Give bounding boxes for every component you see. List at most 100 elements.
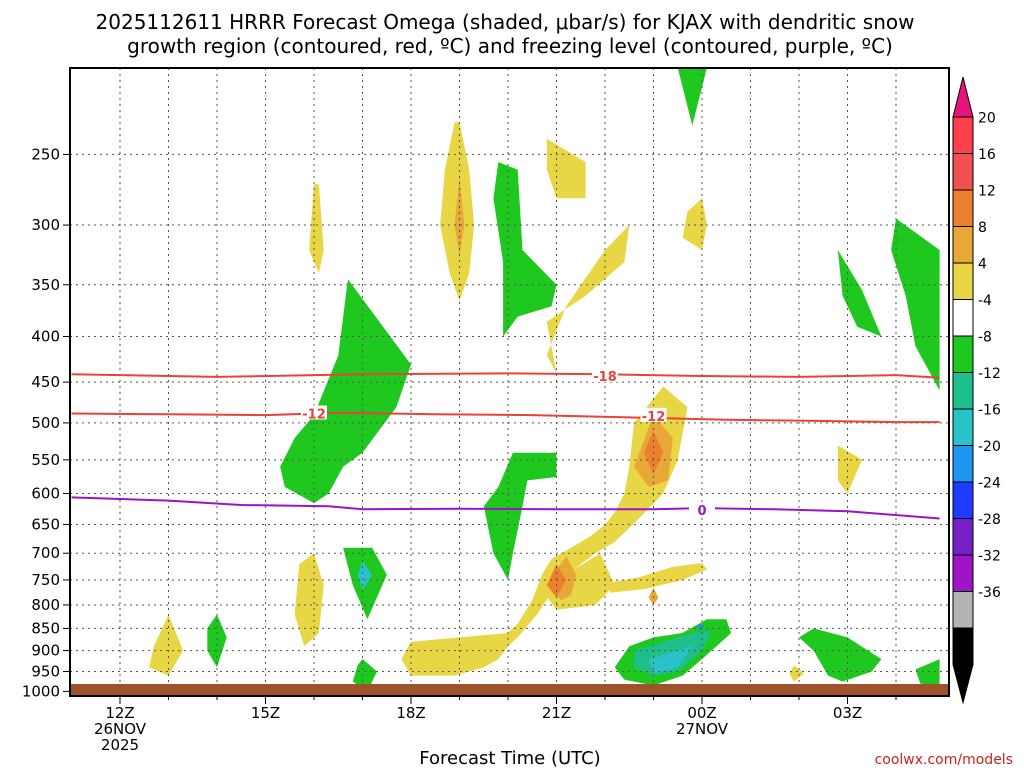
xtick-label-0-1: 26NOV: [94, 720, 147, 738]
contour-label-1: -12: [302, 407, 326, 422]
omega-region-21: [357, 561, 373, 591]
terrain-bar: [70, 684, 949, 695]
colorbar-label-13: -36: [978, 585, 1001, 601]
omega-region-33: [677, 68, 707, 126]
colorbar-label-10: -24: [978, 476, 1001, 492]
ytick-label-850: 850: [31, 619, 60, 637]
colorbar-swatch-9: [952, 445, 974, 483]
omega-region-14: [294, 553, 324, 647]
contour-lines: -18 -12 -12 0: [71, 368, 940, 520]
colorbar-label-11: -28: [978, 512, 1001, 528]
colorbar-swatch-8: [952, 408, 974, 446]
omega-region-5: [682, 198, 707, 250]
omega-region-4: [546, 225, 630, 374]
xtick-label-1-0: 15Z: [251, 704, 280, 722]
colorbar-swatch-1: [952, 153, 974, 191]
pressure-axis: 250 300 350 400 450 500 550 600 650 700 750 800 850 9…: [22, 145, 70, 700]
colorbar-top-arrow: [952, 76, 974, 118]
colorbar-label-2: 12: [978, 184, 996, 200]
chart-title-line1: 2025112611 HRRR Forecast Omega (shaded, …: [96, 10, 915, 34]
omega-region-18: [493, 162, 557, 337]
ytick-label-700: 700: [31, 544, 60, 562]
ytick-label-750: 750: [31, 571, 60, 589]
colorbar-label-0: 20: [978, 111, 996, 127]
colorbar-label-3: 8: [978, 220, 987, 236]
colorbar-swatch-3: [952, 226, 974, 264]
ytick-label-350: 350: [31, 276, 60, 294]
ytick-label-800: 800: [31, 596, 60, 614]
contour-label-bg-3: [689, 501, 715, 516]
colorbar-label-5: -4: [978, 293, 992, 309]
colorbar-swatch-0: [952, 116, 974, 154]
colorbar-label-8: -16: [978, 403, 1001, 419]
ytick-label-250: 250: [31, 145, 60, 163]
colorbar-label-1: 16: [978, 147, 996, 163]
omega-region-29: [915, 659, 940, 686]
ytick-label-450: 450: [31, 373, 60, 391]
colorbar-swatch-6: [952, 335, 974, 373]
omega-region-1: [454, 177, 465, 257]
colorbar-bottom-arrow: [952, 664, 974, 705]
omega-shaded-regions: [149, 68, 940, 692]
colorbar-swatch-4: [952, 262, 974, 300]
ytick-label-300: 300: [31, 216, 60, 234]
omega-region-17: [280, 279, 411, 504]
colorbar-label-7: -12: [978, 366, 1001, 382]
ytick-label-1000: 1000: [22, 682, 60, 700]
omega-region-15: [149, 614, 184, 676]
colorbar-swatch-11: [952, 518, 974, 556]
colorbar-swatch-7: [952, 372, 974, 410]
chart-title-line2: growth region (contoured, red, ºC) and f…: [127, 34, 893, 58]
contour-line-2: [71, 496, 940, 520]
omega-region-12: [546, 564, 567, 598]
omega-region-19: [483, 452, 557, 580]
contour-label-0: -18: [593, 370, 617, 385]
xtick-label-0-2: 2025: [101, 736, 139, 754]
colorbar-label-4: 4: [978, 257, 987, 273]
ytick-label-400: 400: [31, 327, 60, 345]
ytick-label-600: 600: [31, 485, 60, 503]
omega-region-13: [609, 563, 707, 593]
contour-label-2: -12: [642, 410, 666, 425]
xtick-label-3-0: 21Z: [542, 704, 571, 722]
omega-region-6: [837, 445, 863, 494]
ytick-label-550: 550: [31, 451, 60, 469]
colorbar-swatch-2: [952, 189, 974, 227]
contour-label-3: 0: [697, 504, 706, 519]
omega-region-16: [789, 665, 804, 682]
omega-region-23: [352, 659, 378, 692]
credit-text: coolwx.com/models: [875, 752, 1013, 768]
colorbar: 20 16 12 8 4 -4 -8 -12 -16 -20 -24 -28 -32 -36: [952, 76, 1001, 705]
omega-region-22: [207, 614, 227, 668]
x-axis-label: Forecast Time (UTC): [419, 748, 600, 768]
omega-region-26: [648, 646, 693, 674]
omega-region-31: [891, 218, 940, 391]
omega-region-28: [799, 628, 882, 682]
ytick-label-500: 500: [31, 414, 60, 432]
contour-label-bg-1: [301, 405, 327, 420]
xtick-label-4-1: 27NOV: [676, 720, 729, 738]
contour-label-bg-0: [592, 368, 618, 383]
xtick-label-2-0: 18Z: [396, 704, 425, 722]
ytick-label-650: 650: [31, 516, 60, 534]
colorbar-label-12: -32: [978, 549, 1001, 565]
colorbar-swatch-14: [952, 627, 974, 665]
omega-region-27: [697, 623, 705, 631]
xtick-label-4-0: 00Z: [687, 704, 716, 722]
colorbar-label-6: -8: [978, 330, 992, 346]
xtick-label-5-0: 03Z: [833, 704, 862, 722]
colorbar-swatch-10: [952, 481, 974, 519]
omega-region-30: [837, 250, 882, 337]
ytick-label-950: 950: [31, 663, 60, 681]
colorbar-label-9: -20: [978, 439, 1001, 455]
omega-region-2: [309, 184, 324, 274]
colorbar-swatch-5: [952, 299, 974, 337]
contour-line-1: [71, 411, 940, 424]
xtick-label-0-0: 12Z: [105, 704, 134, 722]
ytick-label-900: 900: [31, 642, 60, 660]
colorbar-swatch-12: [952, 554, 974, 592]
colorbar-swatch-13: [952, 591, 974, 629]
